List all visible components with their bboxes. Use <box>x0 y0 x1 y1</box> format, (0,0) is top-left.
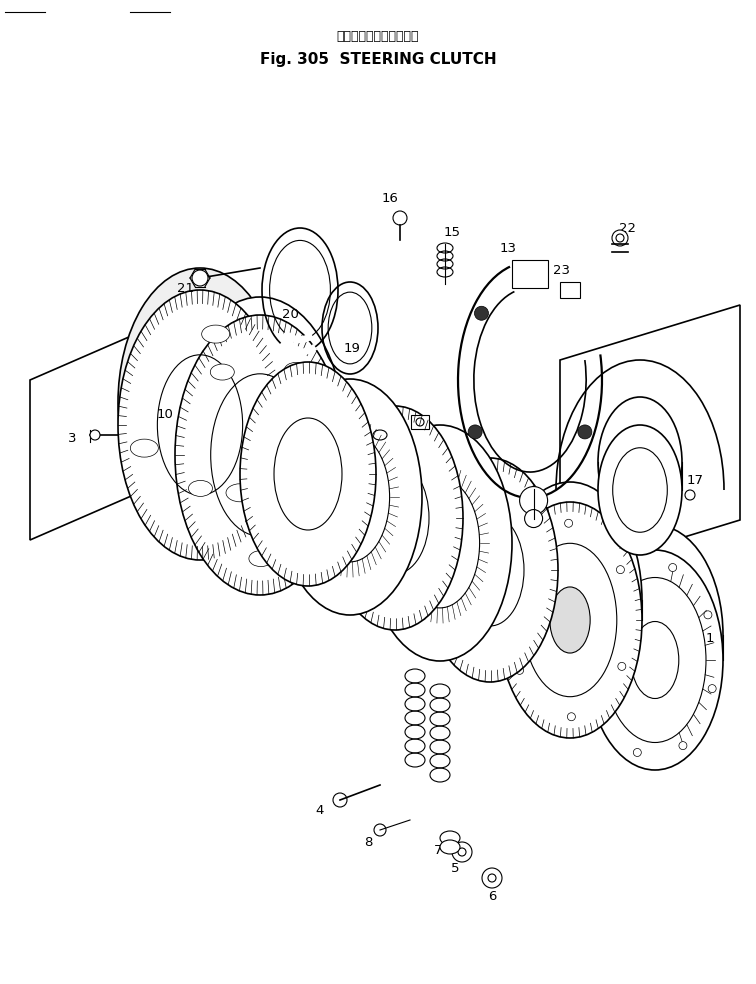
Text: 19: 19 <box>343 341 361 354</box>
Circle shape <box>679 742 687 750</box>
Circle shape <box>618 662 626 670</box>
Circle shape <box>568 712 575 720</box>
Text: 6: 6 <box>488 890 496 902</box>
Circle shape <box>475 306 488 320</box>
Circle shape <box>333 793 347 807</box>
Text: 23: 23 <box>553 264 571 277</box>
Text: 16: 16 <box>382 192 398 205</box>
Ellipse shape <box>284 362 308 378</box>
Ellipse shape <box>373 430 387 440</box>
Ellipse shape <box>226 484 254 502</box>
Text: 21: 21 <box>176 281 194 294</box>
Circle shape <box>525 510 543 527</box>
Polygon shape <box>560 305 740 575</box>
Ellipse shape <box>440 831 460 845</box>
Circle shape <box>374 824 386 836</box>
Ellipse shape <box>118 290 282 560</box>
Ellipse shape <box>210 364 234 380</box>
Text: 9: 9 <box>471 507 479 520</box>
Circle shape <box>393 211 407 225</box>
Text: 11A: 11A <box>509 481 535 495</box>
Polygon shape <box>512 260 548 288</box>
Text: Fig. 305  STEERING CLUTCH: Fig. 305 STEERING CLUTCH <box>260 52 496 67</box>
Text: 23: 23 <box>410 428 426 442</box>
Circle shape <box>634 749 641 757</box>
Text: 3: 3 <box>68 432 76 445</box>
Circle shape <box>612 230 628 246</box>
Ellipse shape <box>175 297 345 577</box>
Polygon shape <box>560 282 580 298</box>
Text: 18: 18 <box>640 502 656 515</box>
Ellipse shape <box>175 315 345 595</box>
Circle shape <box>565 520 572 527</box>
Ellipse shape <box>249 551 273 567</box>
Text: 11: 11 <box>321 461 339 474</box>
Ellipse shape <box>422 458 558 682</box>
Text: 14: 14 <box>479 512 497 524</box>
Polygon shape <box>411 415 429 429</box>
Ellipse shape <box>598 425 682 555</box>
Circle shape <box>452 842 472 862</box>
Circle shape <box>482 868 502 888</box>
Circle shape <box>468 425 482 439</box>
Ellipse shape <box>631 622 679 699</box>
Ellipse shape <box>598 397 682 527</box>
Circle shape <box>616 234 624 242</box>
Text: 22: 22 <box>349 442 367 455</box>
Ellipse shape <box>130 439 158 458</box>
Text: 10: 10 <box>156 408 173 421</box>
Circle shape <box>669 564 677 572</box>
Circle shape <box>192 270 208 286</box>
Text: 15: 15 <box>444 225 460 238</box>
Circle shape <box>458 848 466 856</box>
Circle shape <box>516 666 524 674</box>
Ellipse shape <box>368 425 512 661</box>
Text: 1: 1 <box>706 632 714 645</box>
Ellipse shape <box>240 362 376 586</box>
Ellipse shape <box>498 502 642 738</box>
Text: 5: 5 <box>451 862 459 875</box>
Circle shape <box>514 570 522 578</box>
Text: 20: 20 <box>281 309 299 322</box>
Circle shape <box>616 566 624 574</box>
Ellipse shape <box>327 406 463 630</box>
Circle shape <box>488 874 496 882</box>
Ellipse shape <box>550 587 590 653</box>
Circle shape <box>598 702 606 709</box>
Ellipse shape <box>604 578 706 743</box>
Text: 4: 4 <box>316 804 324 817</box>
Text: 8: 8 <box>364 836 372 849</box>
Text: 12: 12 <box>240 428 256 442</box>
Ellipse shape <box>308 477 332 494</box>
Circle shape <box>708 685 716 693</box>
Circle shape <box>578 425 592 439</box>
Text: 13: 13 <box>500 241 516 255</box>
Text: 22: 22 <box>619 221 637 234</box>
Circle shape <box>593 628 602 636</box>
Ellipse shape <box>587 525 723 745</box>
Circle shape <box>685 490 695 500</box>
Polygon shape <box>30 330 145 540</box>
Ellipse shape <box>498 482 642 718</box>
Ellipse shape <box>278 379 422 615</box>
Ellipse shape <box>523 543 617 697</box>
Ellipse shape <box>587 550 723 770</box>
Ellipse shape <box>202 325 230 343</box>
Ellipse shape <box>118 268 282 538</box>
Text: ステアリング　クラッチ: ステアリング クラッチ <box>336 30 420 43</box>
Circle shape <box>90 430 100 440</box>
Circle shape <box>623 571 631 579</box>
Text: 7: 7 <box>434 843 442 856</box>
Ellipse shape <box>188 480 212 496</box>
Text: 2: 2 <box>626 533 634 546</box>
Ellipse shape <box>440 840 460 854</box>
Circle shape <box>704 611 712 619</box>
Text: 17: 17 <box>686 473 704 486</box>
Circle shape <box>519 486 547 515</box>
